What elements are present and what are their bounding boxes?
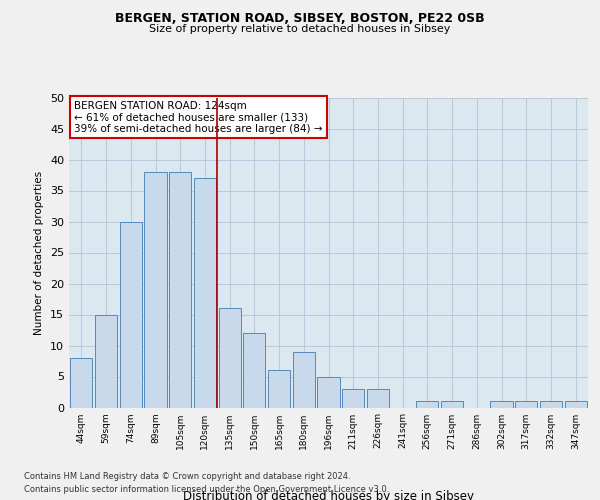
Bar	[490, 402, 512, 407]
Bar	[515, 402, 538, 407]
Bar	[145, 172, 167, 408]
Bar	[293, 352, 315, 408]
Bar	[416, 402, 439, 407]
Bar	[119, 222, 142, 408]
Bar	[441, 402, 463, 407]
X-axis label: Distribution of detached houses by size in Sibsey: Distribution of detached houses by size …	[183, 490, 474, 500]
Bar	[218, 308, 241, 408]
Text: Size of property relative to detached houses in Sibsey: Size of property relative to detached ho…	[149, 24, 451, 34]
Text: BERGEN STATION ROAD: 124sqm
← 61% of detached houses are smaller (133)
39% of se: BERGEN STATION ROAD: 124sqm ← 61% of det…	[74, 100, 323, 134]
Text: Contains HM Land Registry data © Crown copyright and database right 2024.: Contains HM Land Registry data © Crown c…	[24, 472, 350, 481]
Bar	[95, 314, 117, 408]
Text: Contains public sector information licensed under the Open Government Licence v3: Contains public sector information licen…	[24, 485, 389, 494]
Bar	[317, 376, 340, 408]
Y-axis label: Number of detached properties: Number of detached properties	[34, 170, 44, 334]
Bar	[243, 333, 265, 407]
Bar	[70, 358, 92, 408]
Bar	[268, 370, 290, 408]
Bar	[540, 402, 562, 407]
Text: BERGEN, STATION ROAD, SIBSEY, BOSTON, PE22 0SB: BERGEN, STATION ROAD, SIBSEY, BOSTON, PE…	[115, 12, 485, 26]
Bar	[565, 402, 587, 407]
Bar	[367, 389, 389, 407]
Bar	[342, 389, 364, 407]
Bar	[169, 172, 191, 408]
Bar	[194, 178, 216, 408]
